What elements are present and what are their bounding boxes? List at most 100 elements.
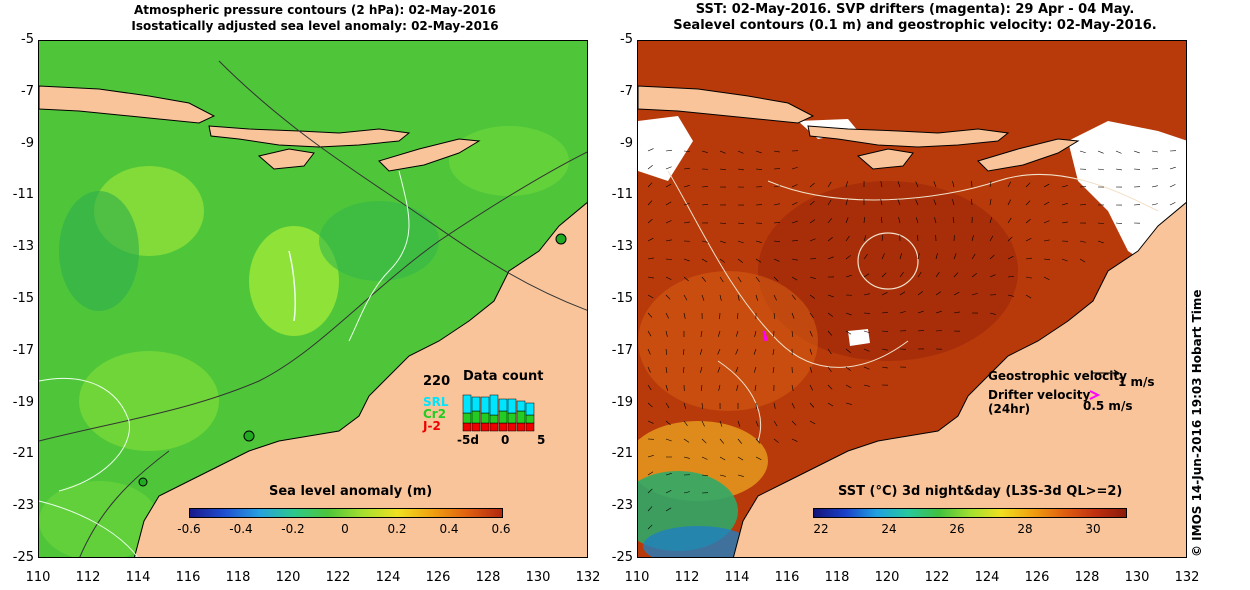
velocity-arrow bbox=[915, 181, 919, 188]
velocity-arrow bbox=[647, 348, 651, 355]
velocity-arrow bbox=[1061, 221, 1068, 224]
sla-colorbar-tick: 0.6 bbox=[491, 522, 511, 536]
velocity-arrow bbox=[1079, 150, 1086, 154]
sst-colorbar bbox=[813, 508, 1127, 518]
drifter-scale-arrow bbox=[1089, 390, 1101, 400]
velocity-arrow bbox=[647, 506, 653, 512]
velocity-arrow bbox=[683, 294, 688, 301]
velocity-arrow bbox=[701, 294, 705, 301]
x-tick-label: 114 bbox=[125, 570, 151, 585]
tide-gauge-marker[interactable] bbox=[555, 233, 567, 245]
y-tick-label: -11 bbox=[12, 187, 34, 203]
y-tick-label: -25 bbox=[611, 550, 633, 565]
sla-colorbar-tick: -0.4 bbox=[229, 522, 253, 536]
data-count-bar bbox=[507, 398, 517, 414]
velocity-arrow bbox=[647, 200, 653, 206]
tide-gauge-marker[interactable] bbox=[243, 430, 255, 442]
velocity-arrow bbox=[773, 276, 779, 282]
count-xtick-5: 5 bbox=[537, 433, 546, 447]
velocity-arrow bbox=[683, 276, 689, 282]
velocity-arrow bbox=[719, 438, 725, 444]
velocity-arrow bbox=[700, 366, 703, 373]
velocity-arrow bbox=[755, 294, 758, 301]
sst-warm-core bbox=[758, 181, 1018, 361]
velocity-arrow bbox=[845, 402, 852, 405]
velocity-arrow bbox=[1169, 184, 1176, 188]
velocity-arrow bbox=[881, 311, 888, 314]
timor-island bbox=[378, 138, 481, 172]
sla-colorbar-tick: 0.2 bbox=[387, 522, 407, 536]
y-tick-label: -9 bbox=[620, 135, 633, 151]
velocity-arrow bbox=[971, 253, 976, 260]
sla-map-graphic bbox=[39, 41, 587, 557]
velocity-arrow bbox=[683, 202, 690, 206]
sst-map[interactable]: Geostrophic velocity 1 m/s Drifter veloc… bbox=[637, 40, 1187, 558]
y-tick-label: -15 bbox=[12, 291, 34, 306]
velocity-arrow bbox=[753, 366, 757, 373]
velocity-arrow bbox=[737, 294, 740, 301]
x-tick-label: 130 bbox=[525, 570, 551, 585]
velocity-arrow bbox=[683, 221, 690, 224]
velocity-arrow bbox=[881, 272, 887, 278]
velocity-arrow bbox=[1043, 220, 1050, 224]
velocity-arrow bbox=[683, 420, 688, 427]
velocity-arrow bbox=[683, 491, 690, 494]
velocity-arrow bbox=[881, 366, 888, 369]
data-count-bar bbox=[507, 422, 517, 432]
x-tick-label: 116 bbox=[175, 570, 201, 585]
velocity-arrow bbox=[827, 366, 832, 373]
cloud-mask bbox=[638, 116, 693, 181]
x-tick-label: 112 bbox=[75, 570, 101, 585]
data-count-bar bbox=[471, 410, 481, 424]
velocity-arrow bbox=[845, 255, 851, 260]
velocity-arrow bbox=[701, 456, 708, 460]
velocity-arrow bbox=[665, 384, 669, 391]
data-count-bar bbox=[516, 410, 526, 424]
velocity-arrow bbox=[719, 294, 722, 301]
count-xtick-0: 0 bbox=[501, 433, 510, 447]
velocity-arrow bbox=[863, 384, 870, 387]
y-tick-label: -25 bbox=[12, 550, 34, 565]
velocity-arrow bbox=[791, 258, 798, 261]
velocity-arrow bbox=[737, 240, 744, 244]
count-label-j2: J-2 bbox=[423, 419, 441, 433]
geostrophic-scale-label: 1 m/s bbox=[1118, 375, 1155, 389]
sla-colorbar-tick: 0 bbox=[341, 522, 349, 536]
velocity-arrow bbox=[699, 348, 703, 355]
sea-level-anomaly-map[interactable]: Data count 220 SRL Cr2 J-2 -5d 0 5 Sea l… bbox=[38, 40, 588, 558]
velocity-arrow bbox=[719, 258, 726, 263]
velocity-arrow bbox=[935, 310, 942, 314]
velocity-arrow bbox=[917, 271, 922, 278]
velocity-arrow bbox=[899, 311, 906, 314]
velocity-arrow bbox=[881, 348, 888, 351]
velocity-arrow bbox=[917, 291, 923, 296]
velocity-arrow bbox=[1043, 239, 1050, 242]
data-count-bar bbox=[498, 398, 508, 412]
velocity-arrow bbox=[647, 366, 651, 373]
velocity-arrow bbox=[755, 168, 763, 170]
timor-island bbox=[977, 138, 1080, 172]
velocity-arrow bbox=[755, 420, 759, 427]
tide-gauge-marker[interactable] bbox=[138, 477, 148, 487]
right-title-line1: SST: 02-May-2016. SVP drifters (magenta)… bbox=[695, 2, 1135, 17]
velocity-arrow bbox=[1097, 222, 1104, 224]
velocity-arrow bbox=[647, 455, 654, 458]
velocity-arrow bbox=[665, 183, 672, 188]
velocity-arrow bbox=[1151, 203, 1158, 206]
velocity-arrow bbox=[737, 150, 744, 154]
velocity-arrow bbox=[719, 168, 726, 171]
velocity-arrow bbox=[809, 420, 816, 425]
velocity-arrow bbox=[1079, 258, 1086, 263]
y-tick-label: -21 bbox=[611, 446, 633, 462]
velocity-arrow bbox=[755, 438, 761, 444]
velocity-arrow bbox=[863, 330, 870, 334]
data-count-bar bbox=[489, 414, 499, 424]
velocity-arrow bbox=[773, 258, 780, 262]
velocity-arrow bbox=[773, 240, 780, 242]
velocity-arrow bbox=[755, 276, 760, 282]
velocity-arrow bbox=[683, 348, 685, 355]
velocity-arrow bbox=[791, 384, 794, 391]
velocity-arrow bbox=[754, 330, 757, 337]
velocity-arrow bbox=[1061, 203, 1068, 206]
velocity-arrow bbox=[737, 276, 742, 283]
